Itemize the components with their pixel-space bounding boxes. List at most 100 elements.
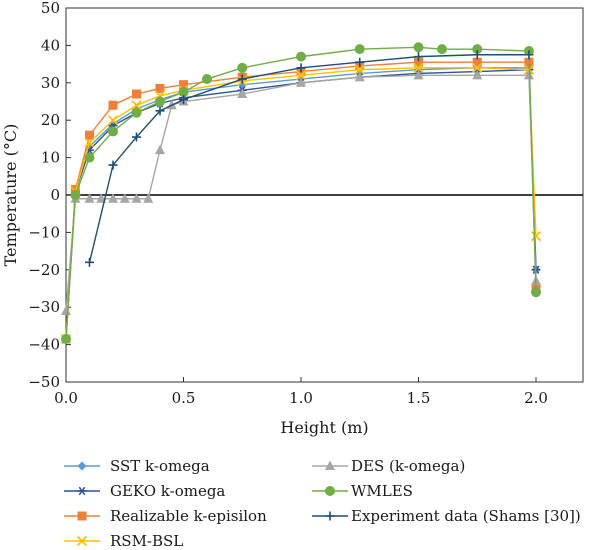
y-tick-label: −20 xyxy=(28,261,60,279)
series-point xyxy=(61,305,71,315)
series-point xyxy=(437,44,447,55)
series-point xyxy=(131,193,142,203)
series-point xyxy=(354,71,365,82)
series-point xyxy=(530,231,542,242)
series-point xyxy=(413,42,424,53)
x-tick-label: 0.5 xyxy=(172,389,196,407)
legend-label: WMLES xyxy=(351,482,413,500)
series-layer xyxy=(60,42,542,345)
legend-label: Experiment data (Shams [30]) xyxy=(351,507,581,525)
series-point xyxy=(119,193,130,203)
series-des-k-omega xyxy=(61,69,541,315)
y-axis-title: Temperature (°C) xyxy=(1,124,20,267)
series-point xyxy=(472,50,482,60)
series-point xyxy=(296,51,306,62)
legend-item: Experiment data (Shams [30]) xyxy=(312,507,581,525)
series-point xyxy=(296,77,306,87)
series-point xyxy=(325,460,335,470)
series-line xyxy=(88,54,529,263)
legend-item: DES (k-omega) xyxy=(312,457,465,475)
series-point xyxy=(108,100,118,110)
y-tick-label: 40 xyxy=(41,36,60,54)
series-point xyxy=(413,62,424,73)
series-point xyxy=(85,130,94,140)
y-tick-label: 50 xyxy=(41,0,60,17)
series-point xyxy=(413,69,424,80)
legend-item: RSM-BSL xyxy=(64,532,183,550)
series-point xyxy=(96,193,107,203)
series-point xyxy=(61,333,71,344)
legend-label: Realizable k-episilon xyxy=(110,507,267,525)
y-tick-label: −40 xyxy=(28,336,60,354)
y-tick-label: 0 xyxy=(50,186,60,204)
series-point xyxy=(77,486,87,496)
series-point xyxy=(108,160,118,170)
x-tick-label: 1.5 xyxy=(407,389,431,407)
series-point xyxy=(237,62,248,73)
series-point xyxy=(155,96,165,107)
series-rsm-bsl xyxy=(60,62,542,345)
legend-item: GEKO k-omega xyxy=(64,482,225,500)
series-point xyxy=(237,74,247,84)
series-line xyxy=(65,46,537,340)
series-point xyxy=(178,87,189,98)
series-point xyxy=(132,132,141,142)
legend-item: Realizable k-episilon xyxy=(64,507,267,525)
series-point xyxy=(325,486,335,496)
series-point xyxy=(108,126,118,137)
x-axis-ticks: 0.0 0.5 1.0 1.5 2.0 xyxy=(54,377,548,407)
x-tick-label: 1.0 xyxy=(289,389,313,407)
series-point xyxy=(143,193,154,203)
series-point xyxy=(155,106,165,116)
series-point xyxy=(131,100,142,111)
series-point xyxy=(155,144,165,155)
series-point xyxy=(179,95,188,105)
series-point xyxy=(237,88,248,99)
legend-label: RSM-BSL xyxy=(110,532,183,550)
series-point xyxy=(472,69,483,80)
series-point xyxy=(107,115,119,126)
series-point xyxy=(325,511,335,521)
y-tick-label: −30 xyxy=(28,298,60,316)
legend-item: WMLES xyxy=(312,482,413,500)
y-tick-label: 30 xyxy=(41,74,60,92)
y-tick-label: 20 xyxy=(41,111,60,129)
series-point xyxy=(84,193,95,203)
series-point xyxy=(70,190,81,200)
series-point xyxy=(354,64,365,75)
x-tick-label: 2.0 xyxy=(524,389,548,407)
x-tick-label: 0.0 xyxy=(54,389,78,407)
series-point xyxy=(472,57,482,67)
legend-label: DES (k-omega) xyxy=(351,457,465,475)
series-point xyxy=(76,535,88,547)
series-point xyxy=(472,62,483,73)
series-point xyxy=(132,89,141,99)
series-point xyxy=(295,70,307,81)
series-point xyxy=(296,63,306,73)
series-point xyxy=(155,83,165,93)
series-sst-k-omega xyxy=(61,63,541,344)
series-point xyxy=(77,511,87,521)
series-point xyxy=(414,52,423,62)
y-axis-ticks: −50 −40 −30 −20 −10 0 10 20 30 40 50 xyxy=(28,0,71,391)
series-point xyxy=(84,137,95,148)
series-point xyxy=(77,461,87,471)
series-point xyxy=(354,44,365,55)
series-point xyxy=(179,80,188,90)
series-point xyxy=(84,152,95,163)
x-axis-title: Height (m) xyxy=(280,418,368,437)
legend-label: GEKO k-omega xyxy=(110,482,225,500)
series-point xyxy=(531,287,541,298)
series-line xyxy=(65,61,537,340)
series-point xyxy=(131,107,142,118)
series-point xyxy=(202,74,212,85)
legend-label: SST k-omega xyxy=(110,457,210,475)
y-tick-label: −50 xyxy=(28,373,60,391)
series-experiment-data-shams-30 xyxy=(85,50,534,267)
legend-item: SST k-omega xyxy=(64,457,210,475)
y-tick-label: −10 xyxy=(28,223,60,241)
series-wmles xyxy=(61,42,541,344)
series-point xyxy=(472,44,483,55)
series-point xyxy=(414,57,423,67)
